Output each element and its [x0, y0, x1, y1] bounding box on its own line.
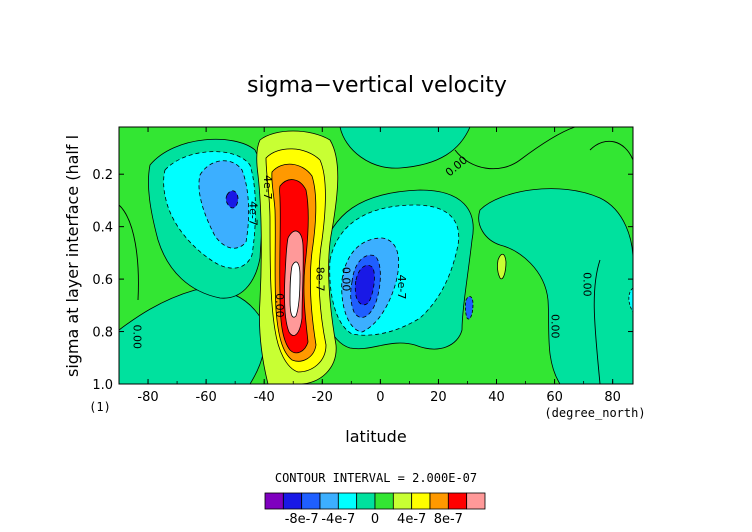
- x-tick-label: 80: [604, 390, 621, 405]
- y-tick-label: 0.6: [92, 273, 113, 288]
- plot-frame: [118, 126, 634, 385]
- colorbar-swatch: [319, 492, 339, 510]
- x-tick-label: 40: [488, 390, 505, 405]
- contour-label: 0.00: [549, 314, 562, 339]
- colorbar-tick-label: -4e-7: [321, 512, 355, 527]
- zero-contour-southwest: [119, 204, 139, 301]
- colorbar-tick-label: 0: [371, 512, 379, 527]
- x-tick-label: -60: [196, 390, 217, 405]
- colorbar-swatch: [282, 492, 303, 510]
- y-tick-label: 0.8: [92, 326, 113, 341]
- contour-label: 4e-7: [247, 201, 260, 226]
- colorbar-swatch: [356, 492, 376, 510]
- contour-interval-text: CONTOUR INTERVAL = 2.000E-07: [275, 471, 477, 485]
- contour-label: 0.00: [273, 293, 286, 318]
- region-neg-small-northern-patch: [478, 188, 633, 384]
- colorbar-swatch: [429, 492, 449, 510]
- contour-label: 4e-7: [261, 175, 274, 200]
- region-neg-small-top: [339, 127, 471, 169]
- region-neg-8e-7-tropical: [354, 264, 375, 306]
- x-tick-label: -40: [254, 390, 275, 405]
- y-axis-label: sigma at layer interface (half l: [63, 135, 82, 377]
- region-pos-max-core: [289, 261, 301, 318]
- x-tick-label: -80: [137, 390, 158, 405]
- colorbar-swatch: [301, 492, 321, 510]
- region-neg-spot-30n: [464, 296, 474, 320]
- contour-label: 0.00: [581, 272, 594, 297]
- y-tick-label: 0.2: [92, 168, 113, 183]
- colorbar-swatch: [337, 492, 358, 510]
- x-tick-label: 0: [376, 390, 384, 405]
- colorbar-swatch: [447, 492, 468, 510]
- y-axis-units: (1): [89, 400, 111, 414]
- zero-contour-east: [593, 259, 601, 384]
- x-tick-label: 60: [546, 390, 563, 405]
- colorbar-swatch: [411, 492, 431, 510]
- region-neg-small-lower-left: [119, 288, 266, 384]
- colorbar-swatch: [264, 492, 284, 510]
- contour-label: 8e-7: [313, 267, 326, 292]
- y-axis: 0.2 0.4 0.6 0.8 1.0: [92, 168, 633, 393]
- colorbar-tick-label: -8e-7: [285, 512, 319, 527]
- x-axis-units: (degree_north): [544, 406, 645, 420]
- y-tick-label: 0.4: [92, 221, 113, 236]
- colorbar-ticks: -8e-7 -4e-7 0 4e-7 8e-7: [285, 512, 463, 527]
- x-axis: -80 -60 -40 -20 0 20 40 60 80: [118, 127, 621, 405]
- region-neg-8e-7-southern: [225, 190, 239, 209]
- zero-contour-north: [454, 127, 633, 170]
- x-axis-label: latitude: [345, 427, 406, 446]
- chart-title: sigma−vertical velocity: [247, 73, 507, 98]
- region-pos-2e-7-north: [497, 253, 507, 280]
- plot-area: [119, 127, 633, 384]
- x-tick-label: 20: [430, 390, 447, 405]
- colorbar-tick-label: 8e-7: [434, 512, 463, 527]
- contour-label: 0.00: [340, 267, 353, 292]
- colorbar-swatch: [374, 492, 394, 510]
- region-neg-4e-7-southern: [198, 160, 250, 249]
- colorbar-tick-label: 4e-7: [397, 512, 426, 527]
- contour-label: 4e-7: [395, 275, 408, 300]
- x-tick-label: -20: [312, 390, 333, 405]
- contour-label: 0.00: [131, 325, 144, 350]
- colorbar: [264, 492, 486, 510]
- y-tick-label: 1.0: [92, 378, 113, 393]
- colorbar-swatch: [392, 492, 413, 510]
- colorbar-swatch: [466, 492, 486, 510]
